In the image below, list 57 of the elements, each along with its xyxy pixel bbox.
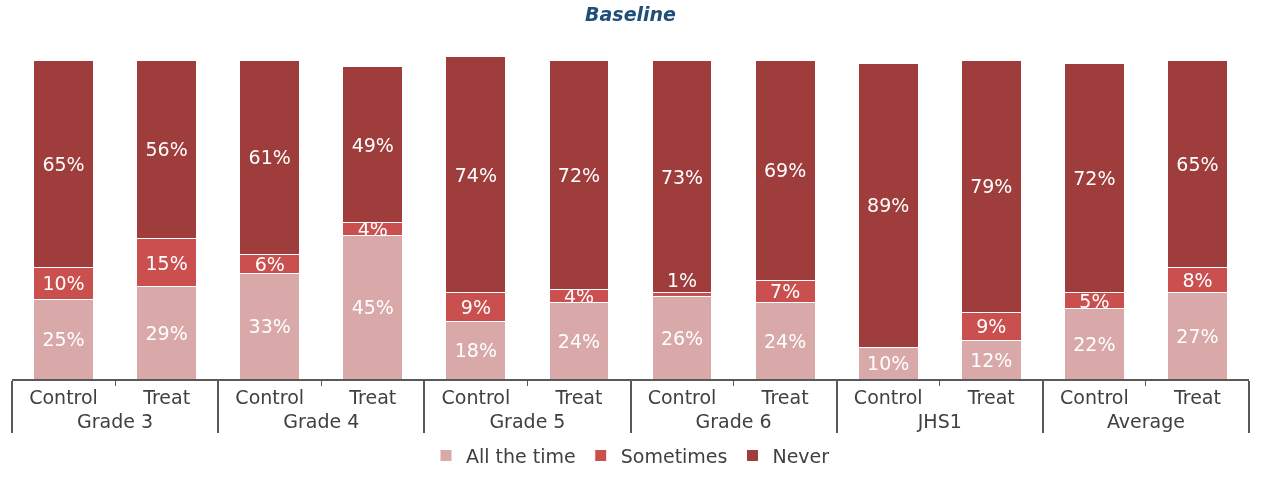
text: Grade 4 bbox=[283, 409, 360, 432]
data-label: 5% bbox=[1079, 289, 1110, 312]
text: JHS1 bbox=[916, 409, 962, 432]
data-label: 61% bbox=[248, 146, 291, 169]
legend-label: Never bbox=[772, 444, 830, 467]
data-label: 89% bbox=[867, 194, 910, 217]
bar bbox=[651, 59, 713, 294]
data-label: 74% bbox=[454, 163, 497, 186]
x-tick-label: Treat bbox=[142, 385, 191, 408]
text: Grade 6 bbox=[695, 409, 772, 432]
data-label: 33% bbox=[248, 315, 291, 338]
data-label: 29% bbox=[145, 321, 188, 344]
data-label: 49% bbox=[351, 133, 394, 156]
x-tick-label: Treat bbox=[966, 385, 1015, 408]
data-label: 79% bbox=[970, 175, 1013, 198]
data-label: 15% bbox=[145, 251, 188, 274]
data-label: 25% bbox=[42, 328, 85, 351]
data-label: 22% bbox=[1073, 332, 1116, 355]
bar bbox=[651, 295, 713, 379]
text: Grade 3 bbox=[77, 409, 154, 432]
data-label: 10% bbox=[867, 352, 910, 375]
x-tick-label: Control bbox=[647, 385, 717, 408]
data-label: 7% bbox=[770, 280, 801, 303]
data-label: 73% bbox=[660, 165, 704, 188]
data-label: 9% bbox=[460, 296, 491, 319]
x-tick-label: Control bbox=[235, 385, 305, 408]
x-tick-label: Control bbox=[29, 385, 98, 408]
data-label: 18% bbox=[454, 339, 497, 362]
data-label: 6% bbox=[254, 253, 285, 276]
data-label: 24% bbox=[764, 329, 807, 352]
data-label: 10% bbox=[42, 272, 85, 295]
chart-title: Baseline bbox=[585, 2, 677, 25]
data-label: 56% bbox=[145, 138, 188, 161]
data-label: 24% bbox=[557, 329, 601, 352]
data-label: 12% bbox=[970, 348, 1013, 371]
x-tick-label: Control bbox=[853, 385, 923, 408]
x-tick-label: Treat bbox=[554, 385, 603, 408]
text: Average bbox=[1106, 409, 1185, 432]
text: Grade 5 bbox=[489, 409, 566, 432]
data-label: 69% bbox=[764, 159, 807, 182]
data-label: 72% bbox=[557, 163, 601, 186]
data-label: 9% bbox=[976, 315, 1007, 338]
data-label: 65% bbox=[42, 152, 85, 175]
data-label: 65% bbox=[1176, 152, 1219, 175]
x-tick-label: Treat bbox=[760, 385, 809, 408]
x-tick-label: Treat bbox=[348, 385, 397, 408]
data-label: 8% bbox=[1182, 269, 1213, 292]
x-tick-label: Control bbox=[1060, 385, 1129, 408]
legend-label: All the time bbox=[466, 444, 576, 467]
data-label: 27% bbox=[1176, 324, 1219, 347]
legend-label: Sometimes bbox=[620, 444, 728, 467]
data-label: 1% bbox=[667, 269, 698, 291]
data-label: 72% bbox=[1073, 167, 1116, 190]
data-label: 26% bbox=[660, 326, 704, 349]
x-tick-label: Control bbox=[441, 385, 511, 408]
data-label: 45% bbox=[351, 296, 394, 319]
x-tick-label: Treat bbox=[1172, 385, 1221, 408]
